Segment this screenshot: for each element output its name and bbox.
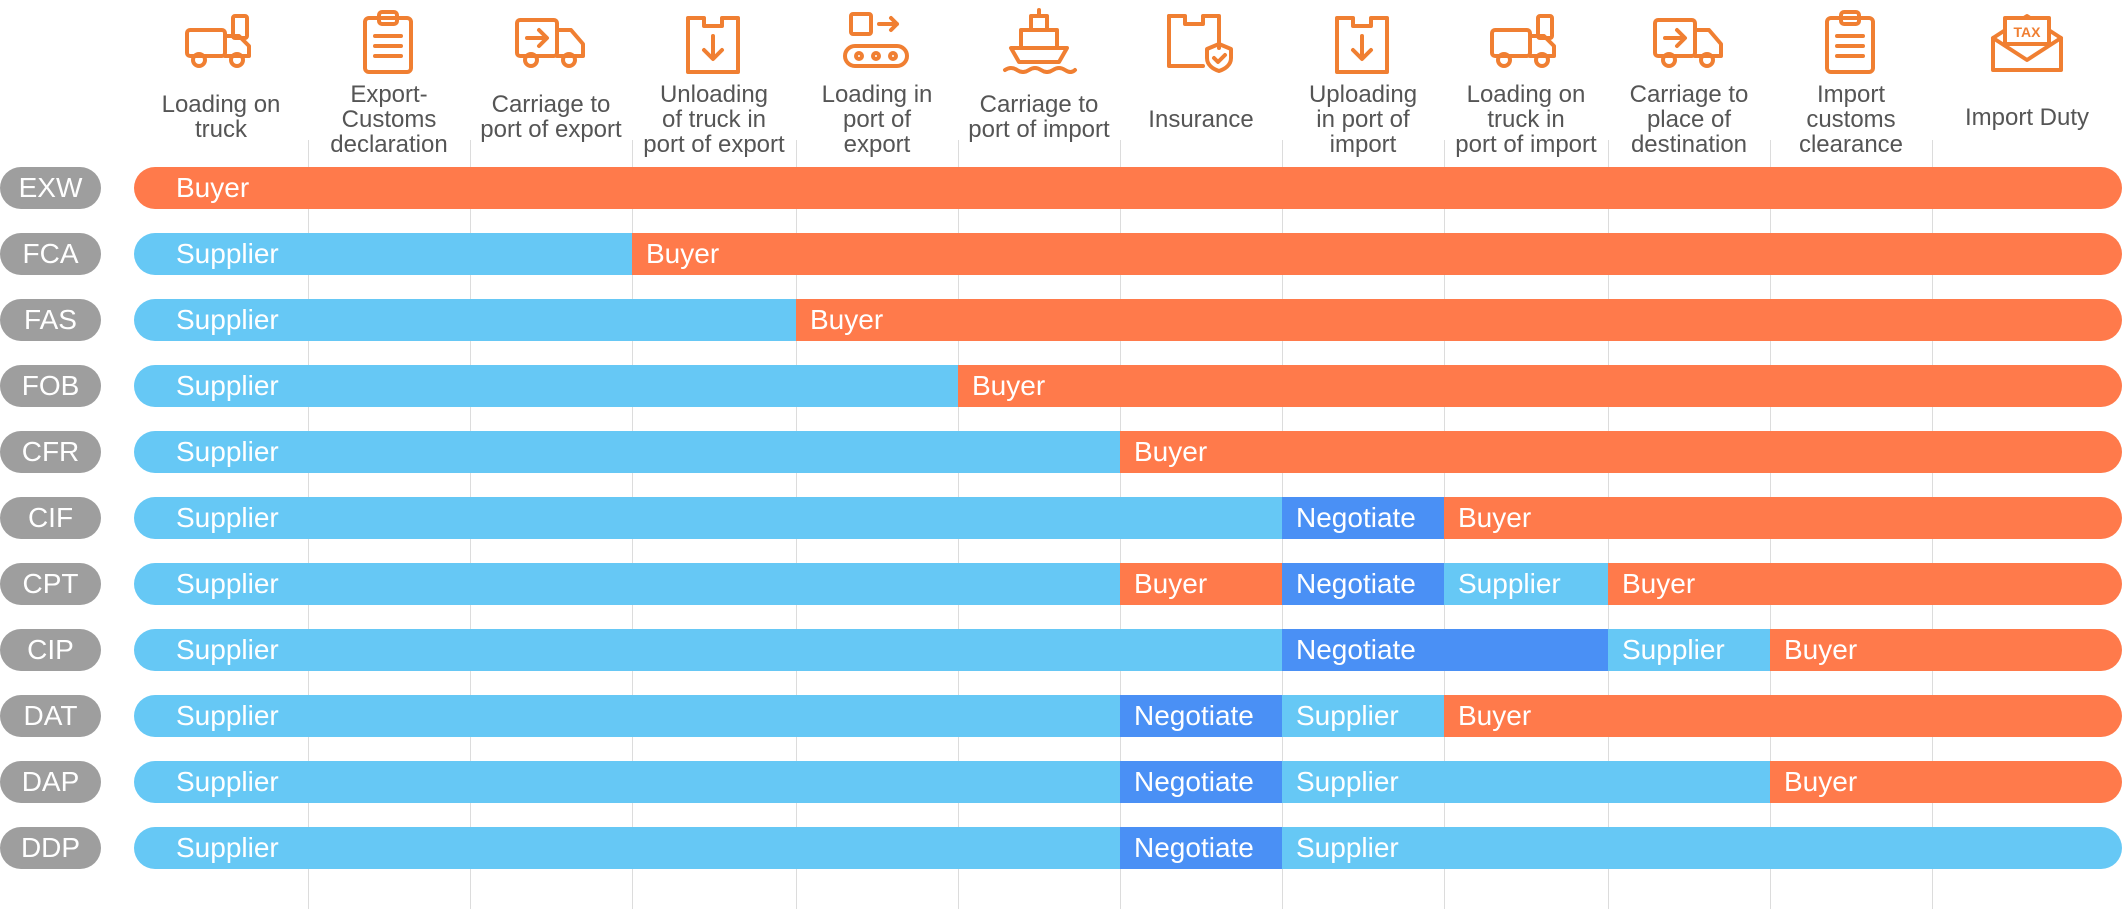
column-label: Carriage to port of export [480,91,622,143]
delivery-truck-icon [1653,18,1723,68]
column-label: Import Duty [1964,103,2090,131]
delivery-truck-icon [515,18,585,68]
column-head: TAX Import Duty [1932,0,2122,160]
responsibility-bar-fca: Supplier Buyer [134,233,2122,275]
responsibility-bar-cfr: Supplier Buyer [134,431,2122,473]
column-head: Loading in port of export [796,0,958,160]
column-head: Carriage to port of export [470,0,632,160]
responsibility-bar-fas: Supplier Buyer [134,299,2122,341]
segment-buyer: Buyer [134,167,2122,209]
segment-negotiate: Negotiate [1282,629,1608,671]
conveyor-icon [843,12,909,68]
term-badge-exw: EXW [0,167,101,209]
column-head: Carriage to place of destination [1608,0,1770,160]
segment-supplier: Supplier [134,629,1282,671]
term-badge-cif: CIF [0,497,101,539]
segment-negotiate: Negotiate [1120,827,1282,869]
segment-negotiate: Negotiate [1282,563,1444,605]
segment-buyer: Buyer [1120,563,1282,605]
clipboard-icon [1825,10,1875,74]
box-down-icon [686,16,740,74]
column-head: Import customs clearance [1770,0,1932,160]
truck-icon [185,14,251,68]
segment-buyer: Buyer [1120,431,2122,473]
column-label: Carriage to place of destination [1629,80,1749,158]
segment-supplier: Supplier [1608,629,1770,671]
column-head: Loading on truck [134,0,308,160]
column-head: Uploading in port of import [1282,0,1444,160]
segment-negotiate: Negotiate [1120,761,1282,803]
segment-buyer: Buyer [1770,629,2122,671]
term-badge-cip: CIP [0,629,101,671]
segment-negotiate: Negotiate [1120,695,1282,737]
term-badge-fob: FOB [0,365,101,407]
segment-supplier: Supplier [134,695,1120,737]
segment-buyer: Buyer [1444,695,2122,737]
segment-supplier: Supplier [134,827,1120,869]
responsibility-bar-exw: Buyer [134,167,2122,209]
responsibility-bar-fob: Supplier Buyer [134,365,2122,407]
segment-buyer: Buyer [958,365,2122,407]
column-label: Unloading of truck in port of export [643,80,785,158]
column-head: Export- Customs declaration [308,0,470,160]
segment-supplier: Supplier [134,233,632,275]
segment-buyer: Buyer [796,299,2122,341]
term-badge-fca: FCA [0,233,101,275]
clipboard-icon [363,10,413,74]
segment-supplier: Supplier [1282,695,1444,737]
column-label: Loading in port of export [821,80,933,158]
segment-supplier: Supplier [134,563,1120,605]
insured-box-icon [1167,14,1233,73]
column-head: Insurance [1120,0,1282,160]
tax-envelope-icon: TAX [1991,14,2063,72]
segment-buyer: Buyer [1608,563,2122,605]
column-label: Uploading in port of import [1308,80,1418,158]
responsibility-bar-dap: Supplier Negotiate Supplier Buyer [134,761,2122,803]
column-label: Insurance [1148,105,1254,133]
segment-supplier: Supplier [134,299,796,341]
column-label: Carriage to port of import [968,91,1110,143]
responsibility-bar-dat: Supplier Negotiate Supplier Buyer [134,695,2122,737]
truck-icon [1490,14,1556,68]
segment-buyer: Buyer [1770,761,2122,803]
term-badge-cfr: CFR [0,431,101,473]
responsibility-bar-cip: Supplier Negotiate Supplier Buyer [134,629,2122,671]
column-label: Loading on truck in port of import [1455,80,1597,158]
column-label: Loading on truck [161,91,281,143]
column-head: Unloading of truck in port of export [632,0,796,160]
term-badge-dat: DAT [0,695,101,737]
segment-supplier: Supplier [134,431,1120,473]
box-down-icon [1335,16,1389,74]
segment-negotiate: Negotiate [1282,497,1444,539]
responsibility-bar-cif: Supplier Negotiate Buyer [134,497,2122,539]
segment-supplier: Supplier [1282,761,1770,803]
segment-supplier: Supplier [1282,827,2122,869]
ship-icon [1003,8,1077,74]
segment-buyer: Buyer [1444,497,2122,539]
term-badge-fas: FAS [0,299,101,341]
responsibility-bar-ddp: Supplier Negotiate Supplier [134,827,2122,869]
segment-supplier: Supplier [134,365,958,407]
term-badge-ddp: DDP [0,827,101,869]
svg-text:TAX: TAX [2014,24,2042,40]
responsibility-bar-cpt: Supplier Buyer Negotiate Supplier Buyer [134,563,2122,605]
segment-supplier: Supplier [134,497,1282,539]
term-badge-dap: DAP [0,761,101,803]
segment-buyer: Buyer [632,233,2122,275]
column-label: Export- Customs declaration [330,80,448,158]
column-head: Carriage to port of import [958,0,1120,160]
segment-supplier: Supplier [134,761,1120,803]
column-label: Import customs clearance [1798,80,1904,158]
column-head: Loading on truck in port of import [1444,0,1608,160]
segment-supplier: Supplier [1444,563,1608,605]
term-badge-cpt: CPT [0,563,101,605]
